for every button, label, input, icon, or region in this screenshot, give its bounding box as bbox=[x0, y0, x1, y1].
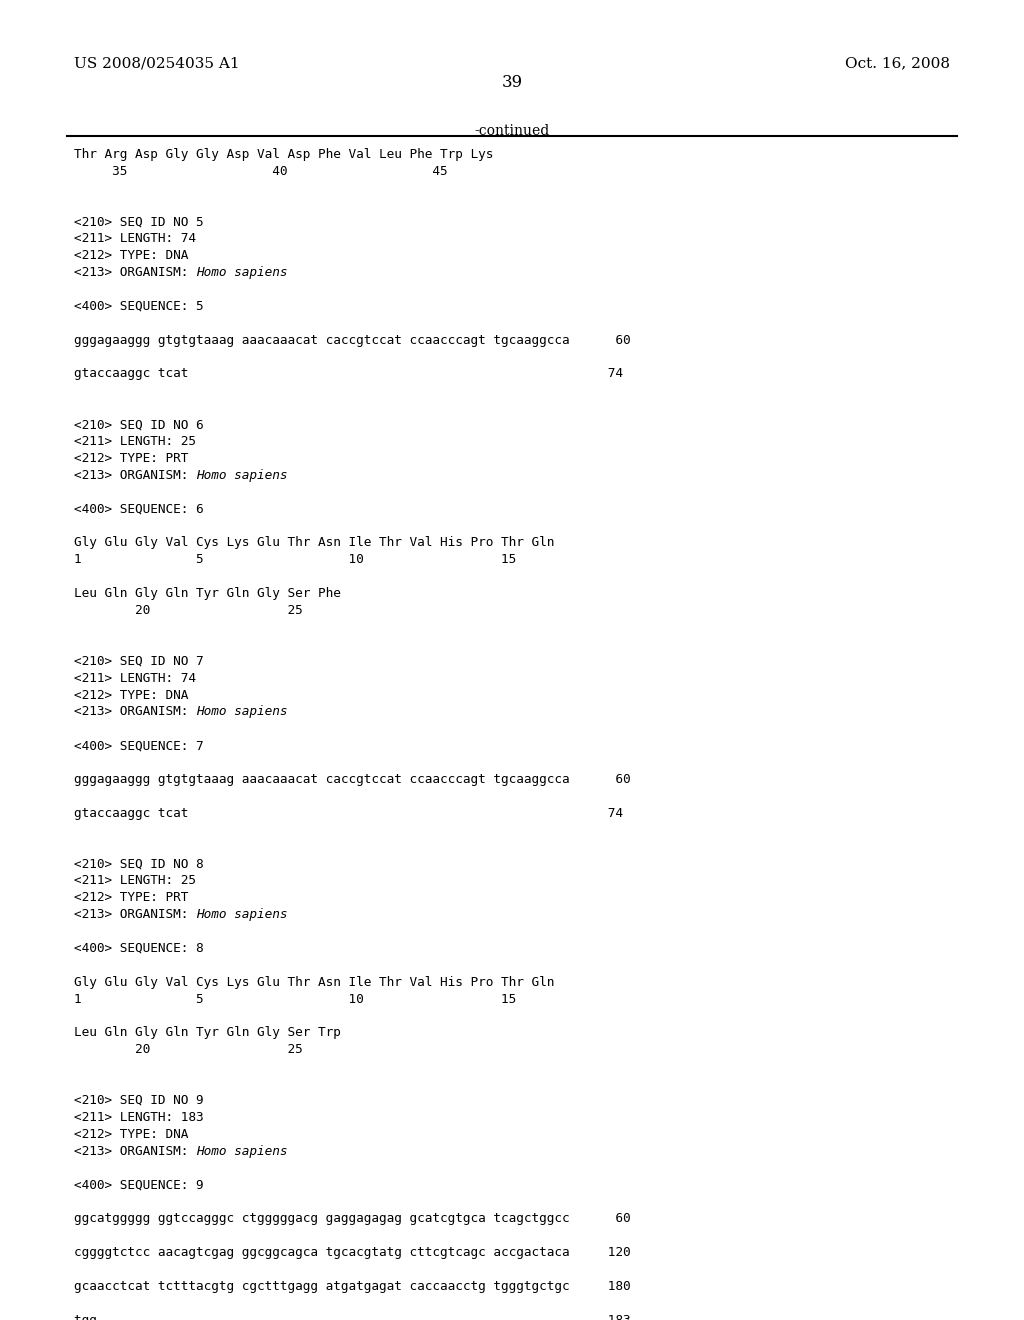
Text: <213> ORGANISM:: <213> ORGANISM: bbox=[74, 469, 196, 482]
Text: <211> LENGTH: 74: <211> LENGTH: 74 bbox=[74, 672, 196, 685]
Text: 35                   40                   45: 35 40 45 bbox=[74, 165, 447, 178]
Text: Thr Arg Asp Gly Gly Asp Val Asp Phe Val Leu Phe Trp Lys: Thr Arg Asp Gly Gly Asp Val Asp Phe Val … bbox=[74, 148, 494, 161]
Text: 39: 39 bbox=[502, 74, 522, 91]
Text: <210> SEQ ID NO 8: <210> SEQ ID NO 8 bbox=[74, 858, 204, 870]
Text: gggagaaggg gtgtgtaaag aaacaaacat caccgtccat ccaacccagt tgcaaggcca      60: gggagaaggg gtgtgtaaag aaacaaacat caccgtc… bbox=[74, 334, 631, 347]
Text: 20                  25: 20 25 bbox=[74, 1043, 302, 1056]
Text: <212> TYPE: PRT: <212> TYPE: PRT bbox=[74, 891, 188, 904]
Text: <213> ORGANISM:: <213> ORGANISM: bbox=[74, 908, 196, 921]
Text: <211> LENGTH: 25: <211> LENGTH: 25 bbox=[74, 436, 196, 447]
Text: <400> SEQUENCE: 8: <400> SEQUENCE: 8 bbox=[74, 942, 204, 954]
Text: Gly Glu Gly Val Cys Lys Glu Thr Asn Ile Thr Val His Pro Thr Gln: Gly Glu Gly Val Cys Lys Glu Thr Asn Ile … bbox=[74, 975, 554, 989]
Text: <211> LENGTH: 25: <211> LENGTH: 25 bbox=[74, 874, 196, 887]
Text: <212> TYPE: DNA: <212> TYPE: DNA bbox=[74, 689, 188, 701]
Text: <212> TYPE: PRT: <212> TYPE: PRT bbox=[74, 451, 188, 465]
Text: Oct. 16, 2008: Oct. 16, 2008 bbox=[845, 57, 950, 71]
Text: ggcatggggg ggtccagggc ctgggggacg gaggagagag gcatcgtgca tcagctggcc      60: ggcatggggg ggtccagggc ctgggggacg gaggaga… bbox=[74, 1212, 631, 1225]
Text: 1               5                   10                  15: 1 5 10 15 bbox=[74, 553, 516, 566]
Text: cggggtctcc aacagtcgag ggcggcagca tgcacgtatg cttcgtcagc accgactaca     120: cggggtctcc aacagtcgag ggcggcagca tgcacgt… bbox=[74, 1246, 631, 1259]
Text: Leu Gln Gly Gln Tyr Gln Gly Ser Trp: Leu Gln Gly Gln Tyr Gln Gly Ser Trp bbox=[74, 1027, 341, 1039]
Text: <213> ORGANISM:: <213> ORGANISM: bbox=[74, 267, 196, 279]
Text: gtaccaaggc tcat                                                       74: gtaccaaggc tcat 74 bbox=[74, 367, 623, 380]
Text: <210> SEQ ID NO 7: <210> SEQ ID NO 7 bbox=[74, 655, 204, 668]
Text: tgg                                                                   183: tgg 183 bbox=[74, 1313, 631, 1320]
Text: <400> SEQUENCE: 5: <400> SEQUENCE: 5 bbox=[74, 300, 204, 313]
Text: gggagaaggg gtgtgtaaag aaacaaacat caccgtccat ccaacccagt tgcaaggcca      60: gggagaaggg gtgtgtaaag aaacaaacat caccgtc… bbox=[74, 774, 631, 785]
Text: <210> SEQ ID NO 5: <210> SEQ ID NO 5 bbox=[74, 215, 204, 228]
Text: Homo sapiens: Homo sapiens bbox=[197, 908, 288, 921]
Text: <211> LENGTH: 74: <211> LENGTH: 74 bbox=[74, 232, 196, 246]
Text: <210> SEQ ID NO 9: <210> SEQ ID NO 9 bbox=[74, 1094, 204, 1107]
Text: 20                  25: 20 25 bbox=[74, 605, 302, 616]
Text: <400> SEQUENCE: 6: <400> SEQUENCE: 6 bbox=[74, 503, 204, 516]
Text: Homo sapiens: Homo sapiens bbox=[197, 469, 288, 482]
Text: Homo sapiens: Homo sapiens bbox=[197, 1144, 288, 1158]
Text: -continued: -continued bbox=[474, 124, 550, 139]
Text: Leu Gln Gly Gln Tyr Gln Gly Ser Phe: Leu Gln Gly Gln Tyr Gln Gly Ser Phe bbox=[74, 587, 341, 601]
Text: <211> LENGTH: 183: <211> LENGTH: 183 bbox=[74, 1111, 204, 1123]
Text: gcaacctcat tctttacgtg cgctttgagg atgatgagat caccaacctg tgggtgctgc     180: gcaacctcat tctttacgtg cgctttgagg atgatga… bbox=[74, 1280, 631, 1292]
Text: Homo sapiens: Homo sapiens bbox=[197, 267, 288, 279]
Text: Homo sapiens: Homo sapiens bbox=[197, 705, 288, 718]
Text: <400> SEQUENCE: 7: <400> SEQUENCE: 7 bbox=[74, 739, 204, 752]
Text: US 2008/0254035 A1: US 2008/0254035 A1 bbox=[74, 57, 240, 71]
Text: <400> SEQUENCE: 9: <400> SEQUENCE: 9 bbox=[74, 1179, 204, 1192]
Text: <213> ORGANISM:: <213> ORGANISM: bbox=[74, 705, 196, 718]
Text: <212> TYPE: DNA: <212> TYPE: DNA bbox=[74, 249, 188, 263]
Text: <210> SEQ ID NO 6: <210> SEQ ID NO 6 bbox=[74, 418, 204, 432]
Text: <213> ORGANISM:: <213> ORGANISM: bbox=[74, 1144, 196, 1158]
Text: gtaccaaggc tcat                                                       74: gtaccaaggc tcat 74 bbox=[74, 807, 623, 820]
Text: <212> TYPE: DNA: <212> TYPE: DNA bbox=[74, 1127, 188, 1140]
Text: Gly Glu Gly Val Cys Lys Glu Thr Asn Ile Thr Val His Pro Thr Gln: Gly Glu Gly Val Cys Lys Glu Thr Asn Ile … bbox=[74, 536, 554, 549]
Text: 1               5                   10                  15: 1 5 10 15 bbox=[74, 993, 516, 1006]
